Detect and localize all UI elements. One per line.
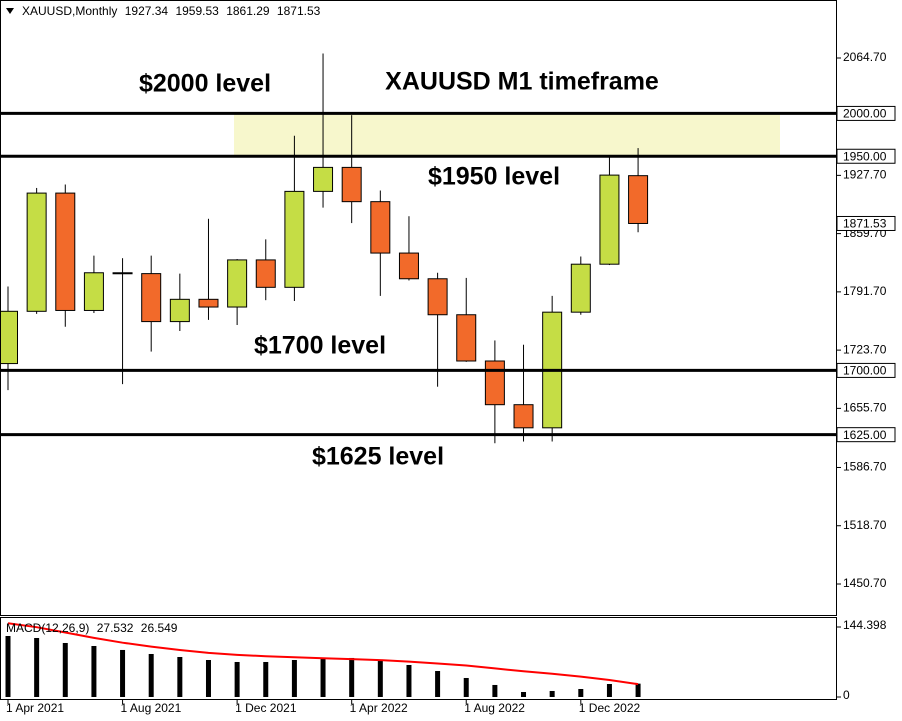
y-tick-label: 0	[843, 688, 850, 702]
candle-body	[198, 298, 219, 308]
macd-bar	[521, 692, 527, 697]
x-tick-label: 1 Aug 2021	[121, 701, 182, 715]
y-tick-label: 1518.70	[843, 518, 887, 532]
macd-bar	[291, 660, 297, 697]
candle-body	[55, 192, 76, 311]
current-price-label: 1871.53	[843, 217, 887, 231]
macd-bar	[320, 657, 326, 697]
macd-bar	[234, 661, 240, 697]
candle-body	[112, 272, 133, 275]
candle-body	[513, 404, 534, 429]
candle-body	[313, 166, 334, 192]
y-tick-label: 1655.70	[843, 401, 887, 415]
symbol-header: XAUUSD,Monthly 1927.34 1959.53 1861.29 1…	[22, 4, 321, 18]
candle-body	[141, 273, 162, 323]
candle-body	[169, 298, 190, 323]
macd-bar	[349, 657, 355, 697]
y-tick-label: 1723.70	[843, 342, 887, 356]
level-price-label: 2000.00	[843, 107, 887, 121]
macd-title: MACD(12,26,9)	[6, 621, 89, 635]
candle-body	[227, 259, 248, 308]
y-tick-label: 1927.70	[843, 168, 887, 182]
menu-triangle[interactable]	[6, 8, 14, 14]
candle-body	[398, 252, 419, 280]
macd-bar	[148, 653, 154, 697]
open: 1927.34	[125, 4, 169, 18]
candle-body	[26, 192, 47, 312]
symbol: XAUUSD,Monthly	[22, 4, 117, 18]
macd-bar	[91, 645, 97, 697]
macd-bar	[205, 660, 211, 697]
macd-bar	[606, 684, 612, 697]
macd-bar	[5, 636, 11, 697]
level-price-label: 1950.00	[843, 149, 887, 163]
candle-body	[599, 174, 620, 265]
candle-body	[83, 272, 104, 311]
y-tick-label: 144.398	[843, 618, 887, 632]
candle-body	[284, 190, 305, 288]
level-annotation: $1950 level	[428, 163, 560, 191]
macd-bar	[463, 677, 469, 697]
level-annotation: $1700 level	[254, 332, 386, 360]
price-pane: 2064.701927.701859.701791.701723.701655.…	[0, 50, 896, 715]
macd-bar	[120, 649, 126, 697]
candle-body	[456, 314, 477, 362]
macd-bar	[549, 690, 555, 697]
candle-body	[0, 310, 18, 365]
candle-body	[370, 201, 391, 254]
macd-bar	[177, 656, 183, 697]
macd-frame	[0, 617, 837, 700]
candle-body	[255, 259, 276, 288]
y-tick-label: 1791.70	[843, 284, 887, 298]
candle-body	[341, 166, 362, 203]
zone	[234, 113, 780, 157]
price-frame	[0, 0, 837, 616]
level-annotation: $1625 level	[312, 443, 444, 471]
candle-body	[570, 263, 591, 313]
x-tick-label: 1 Apr 2022	[350, 701, 408, 715]
level-price-label: 1625.00	[843, 428, 887, 442]
macd-bar	[62, 642, 68, 697]
candle-body	[484, 360, 505, 406]
x-tick-label: 1 Apr 2021	[6, 701, 64, 715]
macd-bar	[263, 661, 269, 697]
macd-bar	[377, 660, 383, 697]
macd-bar	[34, 637, 40, 697]
x-tick-label: 1 Dec 2022	[579, 701, 641, 715]
high: 1959.53	[175, 4, 219, 18]
macd-bar	[406, 664, 412, 697]
candle-body	[427, 278, 448, 316]
macd-bar	[635, 683, 641, 697]
signal-value: 26.549	[141, 621, 178, 635]
macd-header: MACD(12,26,9) 27.532 26.549	[6, 621, 178, 635]
level-price-label: 1700.00	[843, 364, 887, 378]
candle-body	[628, 175, 649, 224]
macd-bar	[578, 688, 584, 697]
low: 1861.29	[226, 4, 270, 18]
close: 1871.53	[277, 4, 321, 18]
macd-bar	[435, 671, 441, 697]
y-tick-label: 1586.70	[843, 460, 887, 474]
signal-line	[7, 622, 639, 686]
annotation: XAUUSD M1 timeframe	[385, 68, 659, 96]
x-tick-label: 1 Aug 2022	[464, 701, 525, 715]
macd-pane: 144.398 0	[5, 618, 887, 702]
macd-bar	[492, 684, 498, 697]
macd-value: 27.532	[97, 621, 134, 635]
y-tick-label: 2064.70	[843, 50, 887, 64]
x-tick-label: 1 Dec 2021	[235, 701, 297, 715]
y-tick-label: 1450.70	[843, 576, 887, 590]
level-annotation: $2000 level	[139, 70, 271, 98]
